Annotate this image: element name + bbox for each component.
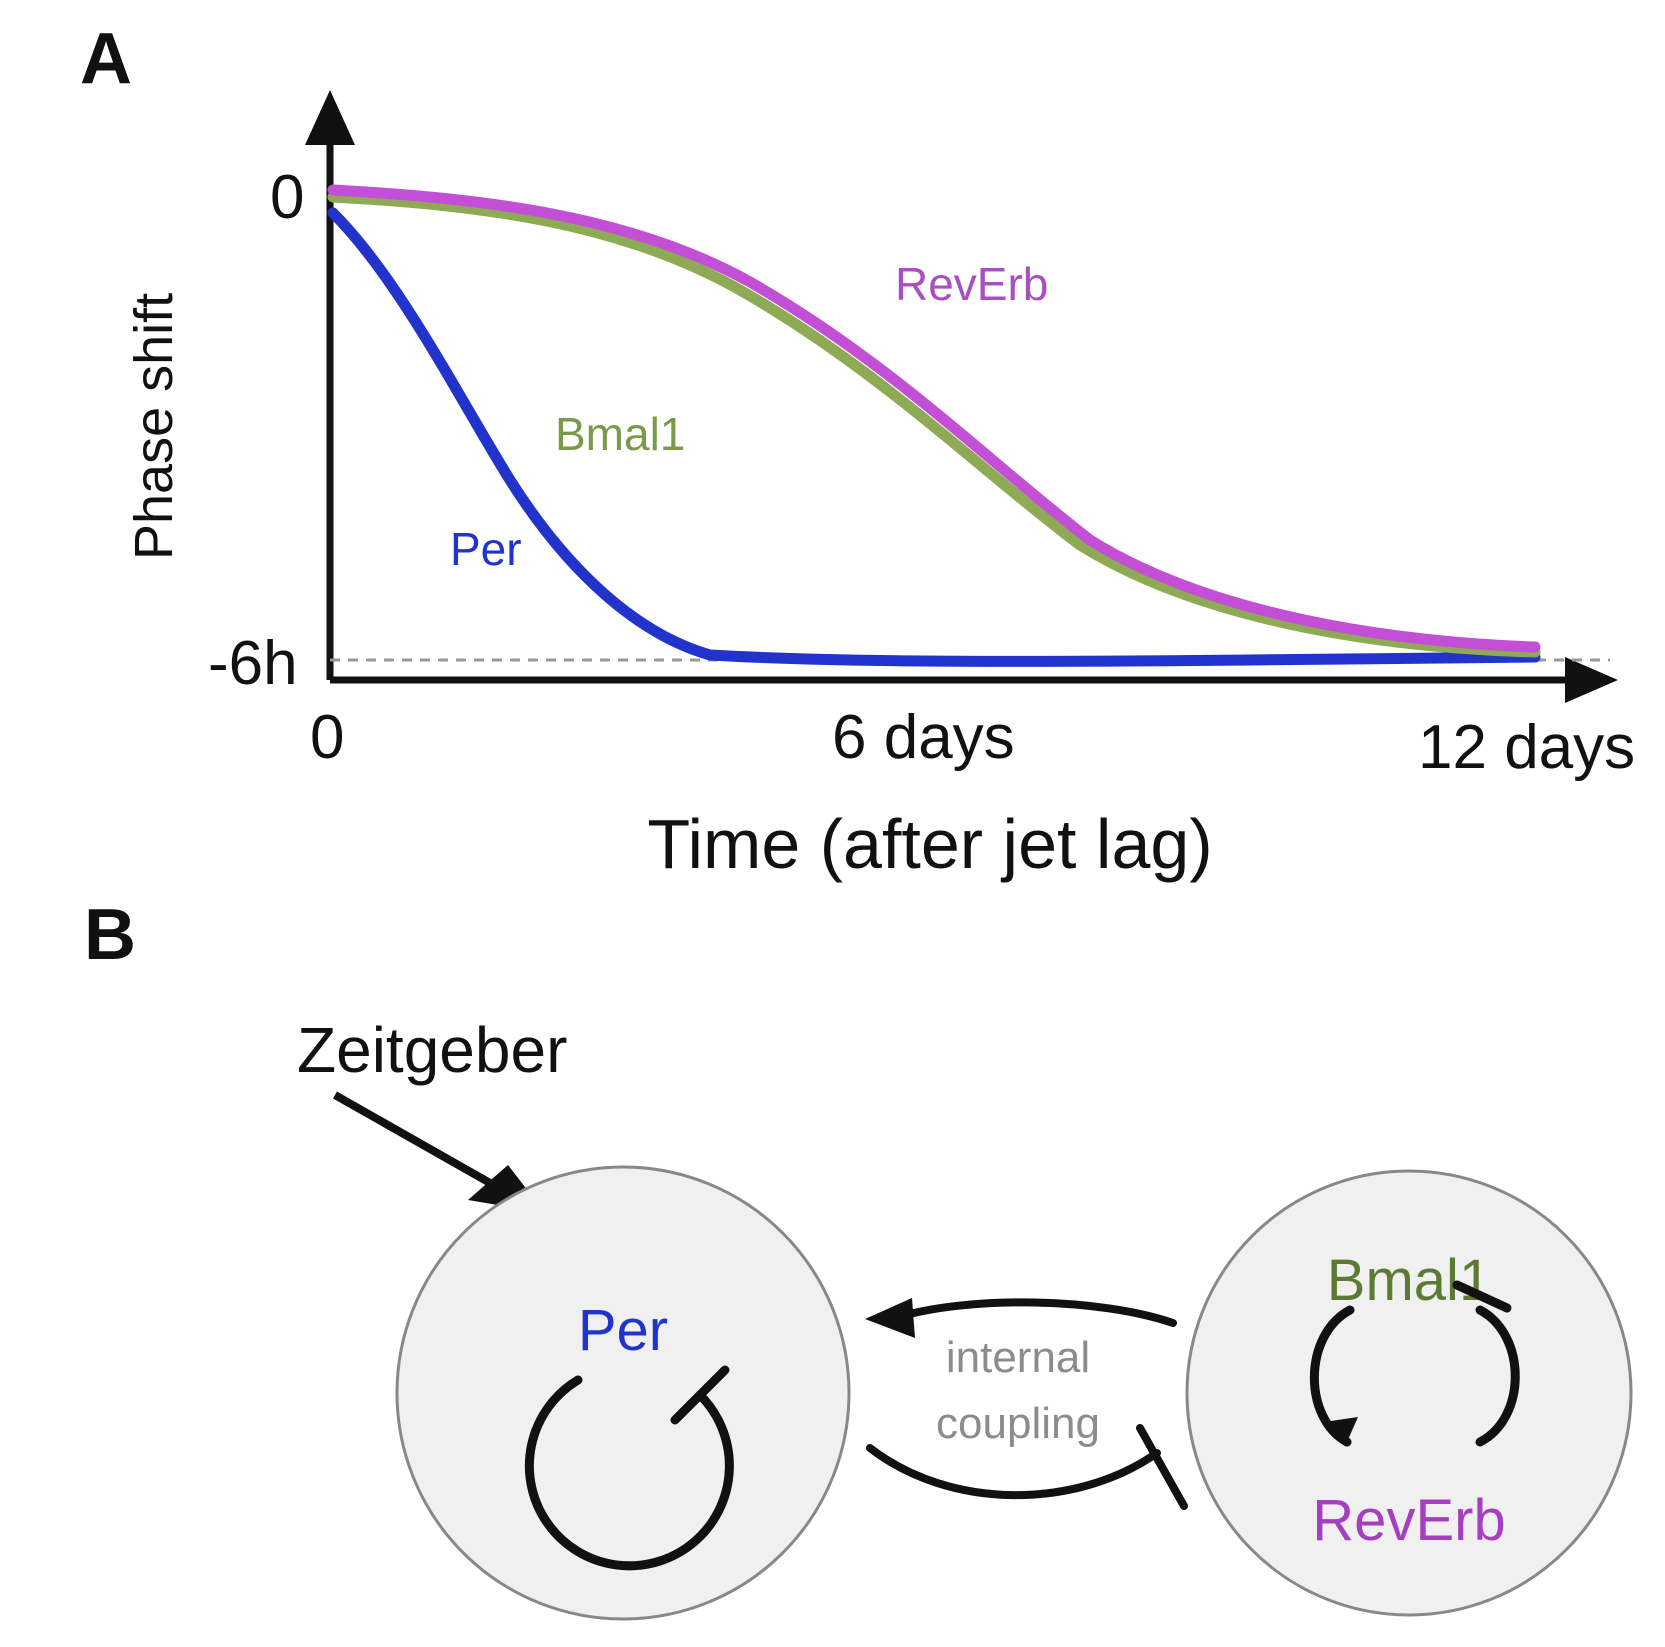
svg-text:Time (after jet lag): Time (after jet lag): [647, 805, 1212, 883]
svg-text:RevErb: RevErb: [1312, 1488, 1505, 1553]
svg-text:Bmal1: Bmal1: [555, 408, 685, 460]
svg-text:6 days: 6 days: [832, 703, 1015, 772]
svg-text:Per: Per: [450, 523, 522, 575]
svg-text:Zeitgeber: Zeitgeber: [297, 1014, 567, 1086]
svg-text:coupling: coupling: [936, 1399, 1100, 1448]
svg-text:Per: Per: [578, 1298, 668, 1363]
svg-text:Bmal1: Bmal1: [1327, 1248, 1491, 1313]
svg-text:Phase shift: Phase shift: [124, 293, 184, 560]
svg-text:0: 0: [270, 163, 304, 232]
svg-text:-6h: -6h: [208, 629, 298, 698]
svg-text:RevErb: RevErb: [895, 258, 1048, 310]
svg-text:0: 0: [310, 703, 344, 772]
svg-text:12 days: 12 days: [1418, 713, 1635, 782]
svg-text:internal: internal: [946, 1333, 1090, 1382]
